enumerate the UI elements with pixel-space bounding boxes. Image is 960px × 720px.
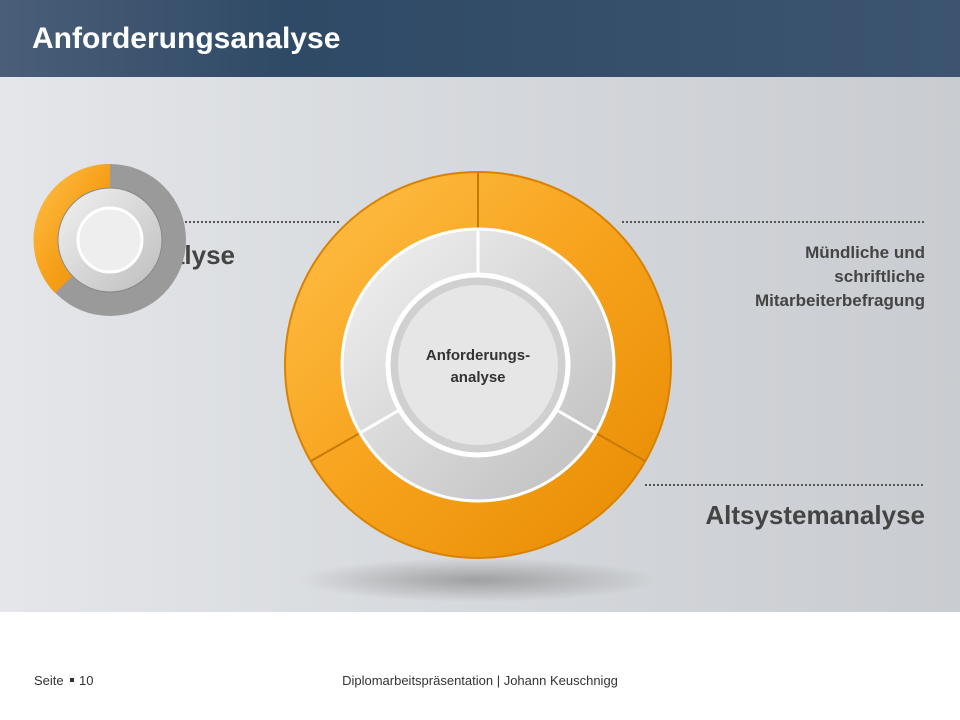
- footer-text: Diplomarbeitspräsentation | Johann Keusc…: [342, 673, 618, 688]
- bullet: [70, 678, 74, 682]
- right-top-label: Mündliche und: [805, 243, 925, 262]
- right-bottom-label: Altsystemanalyse: [705, 500, 925, 530]
- main-donut: [284, 171, 672, 559]
- page-number: 10: [79, 673, 93, 688]
- header-band: [0, 0, 960, 77]
- page-label: Seite: [34, 673, 64, 688]
- right-top-label: schriftliche: [834, 267, 925, 286]
- slide-title: Anforderungsanalyse: [32, 22, 340, 55]
- center-label: Anforderungs-: [426, 347, 530, 364]
- center-label: analyse: [450, 369, 505, 386]
- shadow: [298, 558, 658, 602]
- small-donut: [33, 163, 186, 316]
- right-top-label: Mitarbeiterbefragung: [755, 291, 925, 310]
